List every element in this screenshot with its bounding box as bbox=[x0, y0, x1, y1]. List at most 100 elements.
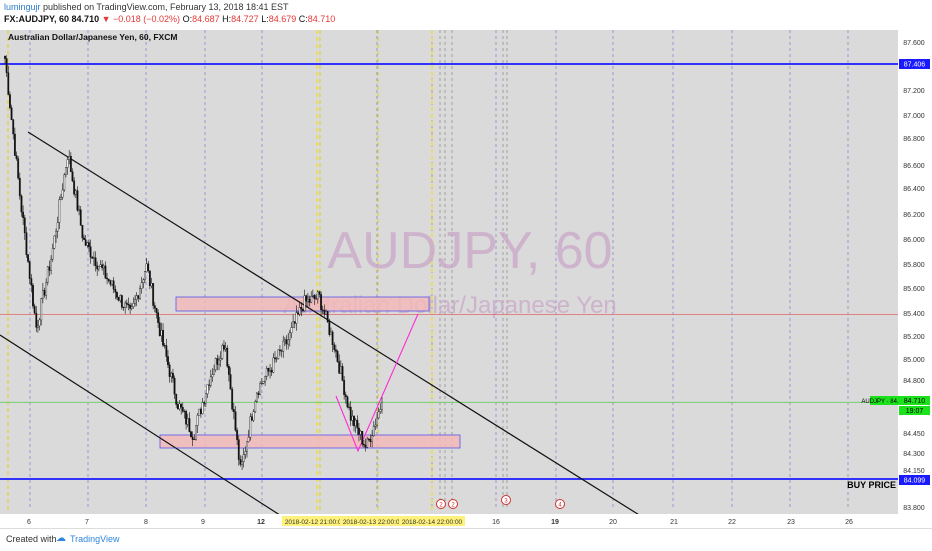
candle-body bbox=[208, 384, 211, 386]
projection-line[interactable] bbox=[335, 313, 419, 453]
price-tick-label: 84.450 bbox=[903, 431, 925, 438]
candle-body bbox=[32, 284, 34, 307]
candle-body bbox=[239, 459, 242, 465]
candle-body bbox=[295, 312, 298, 324]
candles bbox=[4, 55, 383, 471]
chart-title: Australian Dollar/Japanese Yen, 60, FXCM bbox=[8, 32, 177, 42]
candle-body bbox=[297, 312, 299, 315]
candle-body bbox=[130, 306, 133, 309]
buy-price-tag-text: 84.099 bbox=[904, 478, 926, 485]
channel-upper-line[interactable] bbox=[27, 131, 661, 529]
price-tick-label: 87.600 bbox=[903, 40, 925, 47]
event-badges[interactable]: 2 2 3 4 bbox=[436, 495, 565, 509]
candle-body bbox=[223, 345, 225, 350]
candle-body bbox=[353, 415, 355, 427]
support-zone[interactable] bbox=[159, 434, 461, 449]
candle-body bbox=[302, 308, 304, 311]
candle-body bbox=[371, 435, 374, 442]
candle-body bbox=[10, 107, 13, 121]
candle-body bbox=[279, 349, 281, 351]
candle-body bbox=[313, 294, 316, 299]
candle-body bbox=[231, 389, 234, 410]
candle-body bbox=[224, 347, 227, 350]
candle-body bbox=[364, 444, 367, 448]
tradingview-brand[interactable]: TradingView bbox=[70, 534, 120, 544]
price-tick-label: 85.400 bbox=[903, 311, 925, 318]
channel-lower-line[interactable] bbox=[0, 334, 301, 529]
last-price: 84.710 bbox=[71, 14, 100, 24]
candle-body bbox=[244, 451, 247, 455]
candle-body bbox=[160, 329, 163, 337]
current-price-tag-text: 84.710 bbox=[904, 398, 926, 405]
candle-body bbox=[262, 381, 265, 384]
event-badge[interactable] bbox=[448, 499, 458, 509]
candle-body bbox=[190, 431, 192, 438]
candle-body bbox=[152, 283, 155, 306]
candle-body bbox=[79, 209, 82, 226]
event-badge-count[interactable]: 4 bbox=[558, 503, 562, 509]
open-label: O: bbox=[182, 14, 193, 24]
author-link[interactable]: lumingujr bbox=[4, 2, 41, 12]
date-label: 2018-02-13 22:00:00 bbox=[343, 519, 404, 526]
event-badge-count[interactable]: 3 bbox=[504, 499, 508, 505]
candle-body bbox=[61, 189, 64, 198]
price-chart[interactable]: Australian Dollar/Japanese Yen, 60, FXCM… bbox=[0, 30, 932, 529]
candle-body bbox=[25, 232, 28, 255]
price-tags: 87.406 AUDJPY · 84.710 84.710 19:07 84.0… bbox=[847, 59, 930, 490]
price-tick-label: 84.300 bbox=[903, 451, 925, 458]
countdown-tag-text: 19:07 bbox=[906, 408, 924, 415]
candle-body bbox=[111, 280, 113, 285]
price-tick-label: 86.200 bbox=[903, 212, 925, 219]
candle-body bbox=[78, 209, 80, 211]
symbol-name: FX:AUDJPY, 60 bbox=[4, 14, 70, 24]
candle-body bbox=[45, 282, 48, 296]
candle-body bbox=[23, 217, 26, 233]
candle-body bbox=[22, 211, 25, 218]
trend-lines[interactable] bbox=[0, 131, 661, 529]
date-highlight bbox=[399, 516, 465, 526]
candle-body bbox=[30, 278, 33, 286]
price-tick-label: 86.400 bbox=[903, 186, 925, 193]
date-highlight bbox=[340, 516, 406, 526]
time-tick-label: 7 bbox=[85, 519, 89, 526]
candle-body bbox=[335, 349, 337, 352]
published-text: published on TradingView.com, February 1… bbox=[43, 2, 289, 12]
candle-body bbox=[361, 430, 364, 445]
current-price-label-text: AUDJPY · 84.710 bbox=[861, 399, 909, 405]
candle-body bbox=[275, 358, 278, 360]
candle-body bbox=[109, 280, 112, 285]
candle-body bbox=[285, 339, 288, 345]
candle-body bbox=[293, 321, 296, 324]
date-label: 2018-02-14 22:00:00 bbox=[402, 519, 463, 526]
candle-body bbox=[356, 419, 359, 429]
candle-body bbox=[158, 322, 161, 337]
candle-body bbox=[229, 374, 232, 390]
candle-body bbox=[318, 291, 321, 295]
candle-body bbox=[326, 311, 329, 322]
event-badge[interactable] bbox=[555, 499, 565, 509]
candle-body bbox=[249, 416, 252, 438]
candle-body bbox=[145, 263, 148, 272]
candle-body bbox=[185, 411, 187, 425]
price-tick-label: 85.800 bbox=[903, 262, 925, 269]
candle-body bbox=[114, 289, 117, 293]
candle-body bbox=[331, 331, 334, 346]
candle-body bbox=[328, 321, 331, 335]
chart-area[interactable]: Australian Dollar/Japanese Yen, 60, FXCM… bbox=[0, 30, 932, 529]
event-badge-count[interactable]: 2 bbox=[439, 503, 443, 509]
candle-body bbox=[63, 174, 66, 191]
candle-body bbox=[288, 332, 291, 341]
candle-body bbox=[307, 298, 309, 302]
candle-body bbox=[163, 345, 166, 347]
candle-body bbox=[351, 415, 354, 421]
candle-body bbox=[124, 302, 127, 308]
candle-body bbox=[198, 408, 201, 416]
event-badge[interactable] bbox=[501, 495, 511, 505]
event-badge[interactable] bbox=[436, 499, 446, 509]
event-badge-count[interactable]: 2 bbox=[451, 503, 455, 509]
price-change: ▼ −0.018 (−0.02%) bbox=[101, 14, 181, 24]
candle-body bbox=[226, 347, 229, 367]
candle-body bbox=[264, 376, 267, 382]
price-axis-background bbox=[898, 30, 932, 528]
